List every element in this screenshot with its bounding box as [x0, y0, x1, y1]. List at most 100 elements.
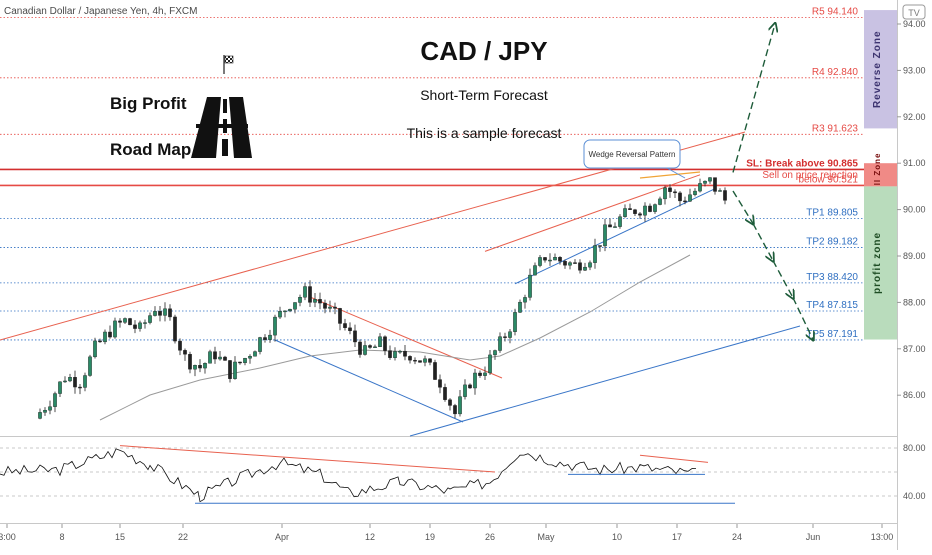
candle-body	[458, 396, 462, 415]
level-label-1: R4 92.840	[812, 67, 859, 78]
y-tick-label: 86.00	[903, 390, 926, 400]
candle-body	[218, 356, 222, 360]
candle-body	[433, 362, 437, 380]
candle-body	[243, 358, 247, 364]
candle-body	[413, 359, 417, 362]
candle-body	[138, 322, 142, 329]
candle-body	[473, 372, 477, 389]
level-label-6: TP1 89.805	[806, 208, 858, 219]
osc-resistance	[119, 445, 496, 473]
candle-body	[113, 320, 117, 338]
candle-body	[598, 245, 602, 247]
candle-body	[153, 311, 157, 316]
candle-body	[678, 192, 682, 202]
candle-body	[408, 356, 412, 361]
candle-body	[653, 204, 657, 212]
candle-body	[268, 334, 272, 340]
candle-body	[213, 351, 217, 360]
osc-tick-label: 40.00	[903, 491, 926, 501]
candle-body	[613, 226, 617, 228]
candle-body	[658, 198, 662, 205]
candles-layer	[38, 177, 727, 420]
candle-body	[248, 356, 252, 359]
candle-body	[663, 187, 667, 200]
candle-body	[373, 346, 377, 349]
level-label-0: R5 94.140	[812, 7, 859, 18]
candle-body	[628, 208, 632, 210]
candle-body	[188, 354, 192, 370]
oscillator-line	[0, 448, 697, 503]
y-tick-label: 94.00	[903, 19, 926, 29]
candle-body	[713, 177, 717, 192]
candle-body	[363, 345, 367, 355]
candle-body	[448, 399, 452, 406]
candle-body	[208, 351, 212, 364]
candle-body	[568, 262, 572, 266]
candle-body	[293, 302, 297, 310]
candle-body	[428, 358, 432, 363]
candle-body	[228, 360, 232, 379]
oscillator-pane	[0, 437, 898, 523]
forecast-arrow-2	[772, 260, 793, 298]
y-tick-label: 87.00	[903, 344, 926, 354]
symbol-title: Canadian Dollar / Japanese Yen, 4h, FXCM	[4, 6, 197, 17]
y-tick-label: 91.00	[903, 158, 926, 168]
long-support-line	[409, 325, 801, 437]
time-axis: 3:00 8 15 22 Apr 12 19 26 May 10 17 24 Jun 13:00	[0, 524, 893, 542]
levels-layer: R5 94.140 R4 92.840 R3 91.623 SL: Break abo…	[0, 7, 864, 341]
x-tick-label: May	[537, 532, 555, 542]
y-tick-label: 89.00	[903, 251, 926, 261]
candle-body	[323, 302, 327, 309]
candle-body	[388, 350, 392, 358]
tv-badge[interactable]: TV	[902, 4, 926, 20]
x-tick-label: 8	[59, 532, 64, 542]
candle-body	[543, 257, 547, 261]
zone-label-0: Reverse Zone	[872, 30, 883, 108]
candle-body	[198, 365, 202, 369]
x-tick-label: 3:00	[0, 532, 16, 542]
road-icon	[191, 97, 252, 158]
x-tick-label: 24	[732, 532, 742, 542]
candle-body	[98, 340, 102, 343]
candle-body	[273, 316, 277, 336]
candle-body	[688, 194, 692, 202]
candle-body	[133, 324, 137, 329]
candle-body	[608, 224, 612, 228]
candle-body	[423, 358, 427, 363]
candle-body	[178, 340, 182, 351]
candle-body	[128, 318, 132, 326]
checkered-flag-icon	[223, 55, 234, 74]
candle-body	[253, 351, 257, 357]
candle-body	[298, 296, 302, 303]
zone-2	[864, 186, 897, 340]
zone-label-1: Sell Zone	[873, 153, 882, 198]
candle-body	[73, 377, 77, 388]
candle-body	[283, 310, 287, 313]
candle-body	[488, 354, 492, 374]
falling-resistance-line	[309, 296, 503, 379]
candle-body	[383, 336, 387, 351]
candle-body	[313, 299, 317, 303]
candle-body	[163, 308, 167, 316]
candle-body	[718, 190, 722, 192]
moving-average-line	[99, 254, 691, 421]
trendlines-layer	[0, 131, 801, 437]
x-tick-label: 19	[425, 532, 435, 542]
level-label-3: SL: Break above 90.865	[746, 158, 858, 169]
x-tick-label: 15	[115, 532, 125, 542]
candle-body	[593, 245, 597, 263]
candle-body	[498, 336, 502, 351]
level-label-4: Sell on price rejection	[762, 170, 858, 181]
candle-body	[683, 200, 687, 203]
candle-body	[703, 180, 707, 184]
wedge-top-line	[639, 171, 701, 179]
candle-body	[418, 360, 422, 363]
candle-body	[573, 262, 577, 264]
candle-body	[503, 336, 507, 338]
chart-title: CAD / JPY	[420, 36, 547, 66]
candle-body	[438, 379, 442, 388]
level-label-2: R3 91.623	[812, 123, 859, 134]
forecast-arrow-0	[732, 190, 753, 223]
forecast-arrow-3	[792, 297, 813, 340]
